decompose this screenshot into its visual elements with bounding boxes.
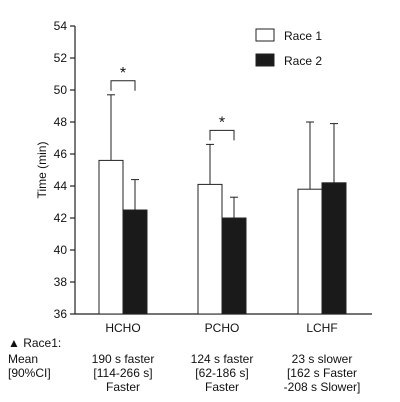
- annotation-row-label-mean: Mean: [8, 352, 39, 366]
- axes: 36 38 40 42 44 46 48 50 52 54 Time (min) HCHO PCHO LC…: [35, 19, 372, 335]
- bar: [221, 217, 247, 315]
- annotation-line: [114-266 s]: [93, 366, 153, 380]
- legend: Race 1 Race 2: [255, 28, 322, 68]
- y-tick-label: 44: [54, 179, 68, 193]
- bar: [197, 183, 223, 315]
- bar: [297, 188, 323, 315]
- bar: [122, 209, 148, 315]
- significance-bracket: [110, 80, 136, 91]
- annotation-line: Faster: [105, 380, 141, 394]
- annotation-line: [162 s Faster: [286, 366, 358, 380]
- x-tick-label: HCHO: [105, 321, 140, 335]
- y-tick-label: 46: [54, 147, 68, 161]
- annotation-line: -208 s Slower]: [283, 380, 361, 394]
- annotation-line: [62-186 s]: [195, 366, 249, 380]
- annotation-column-hcho: 190 s faster [114-266 s] Faster: [92, 352, 155, 394]
- bars: **: [98, 65, 347, 315]
- bar: [98, 159, 124, 315]
- y-axis-label: Time (min): [35, 142, 49, 199]
- x-tick-label: LCHF: [306, 321, 337, 335]
- annotation-row-label-ci: [90%CI]: [8, 366, 51, 380]
- annotation-line: 23 s slower: [291, 352, 353, 366]
- y-tick-label: 42: [54, 211, 68, 225]
- annotation-header: ▲ Race1:: [8, 336, 62, 350]
- legend-label: Race 1: [284, 29, 322, 43]
- x-tick-label: PCHO: [205, 321, 240, 335]
- legend-swatch: [255, 28, 275, 42]
- bar: [321, 182, 347, 315]
- annotation-line: 124 s faster: [190, 352, 254, 366]
- annotation-column-lchf: 23 s slower [162 s Faster -208 s Slower]: [284, 352, 361, 394]
- significance-bracket: [209, 129, 235, 141]
- annotation-line: Faster: [204, 380, 240, 394]
- y-tick-label: 54: [54, 19, 68, 33]
- legend-label: Race 2: [284, 54, 322, 68]
- annotation-column-pcho: 124 s faster [62-186 s] Faster: [191, 352, 254, 394]
- y-tick-label: 50: [54, 83, 68, 97]
- y-tick-label: 52: [54, 51, 68, 65]
- annotation-line: 190 s faster: [91, 352, 155, 366]
- significance-marker: *: [120, 65, 126, 82]
- significance-marker: *: [219, 114, 225, 131]
- y-tick-label: 40: [54, 243, 68, 257]
- y-tick-label: 36: [54, 307, 68, 321]
- y-tick-label: 38: [54, 275, 68, 289]
- legend-swatch: [255, 53, 275, 67]
- y-tick-label: 48: [54, 115, 68, 129]
